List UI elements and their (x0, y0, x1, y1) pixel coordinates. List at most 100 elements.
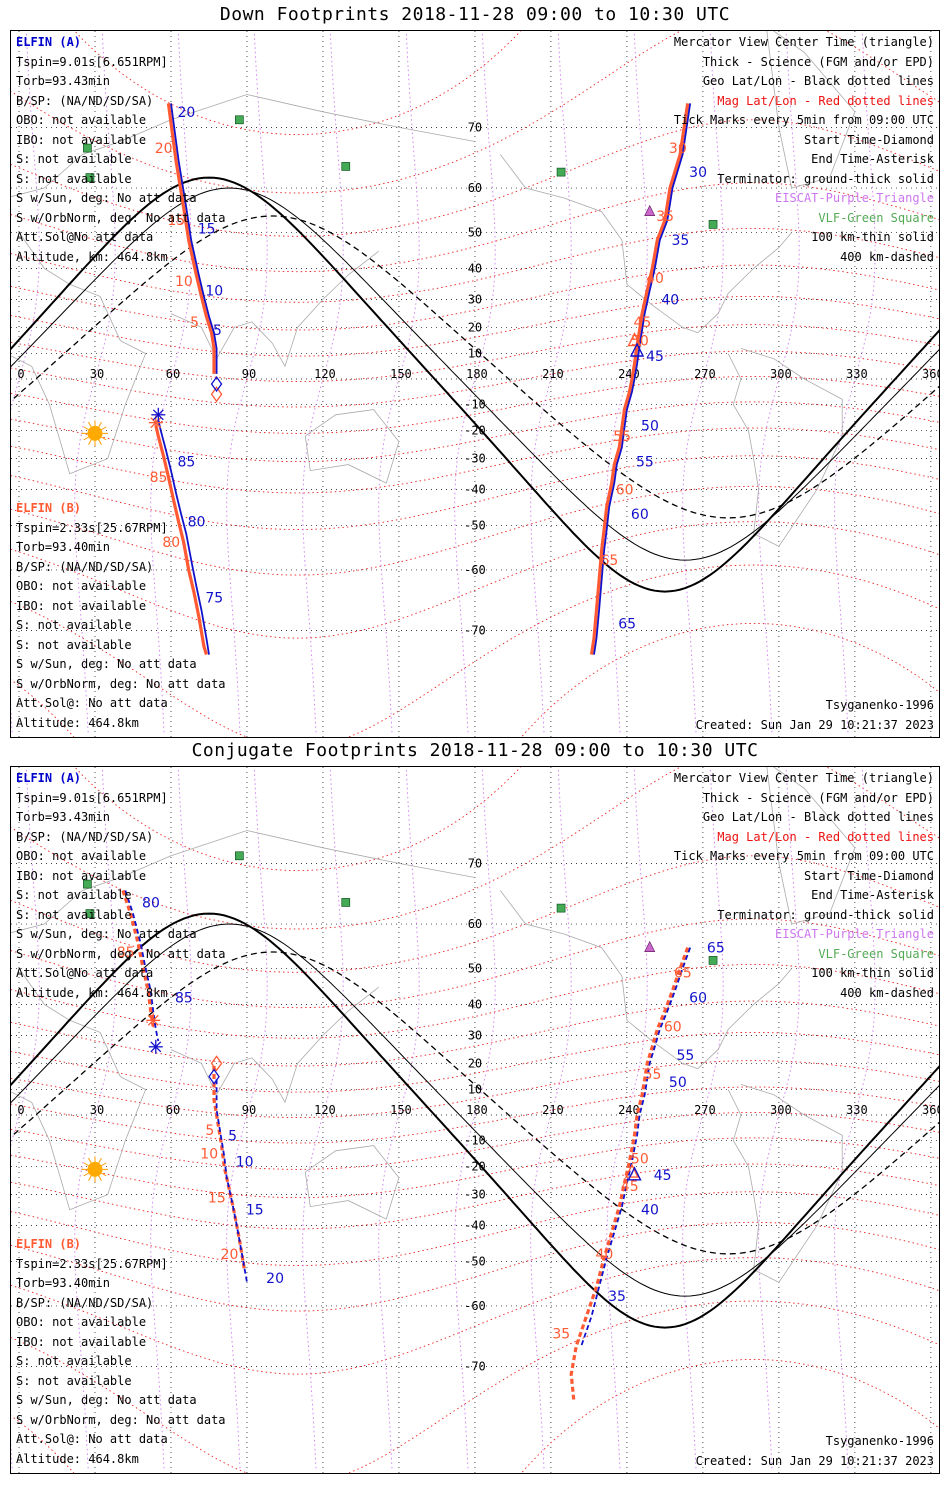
mag-meridian (74, 31, 116, 733)
sat-a-tick-label: 15 (198, 221, 216, 237)
sat-b-tick-label: 5 (205, 1123, 214, 1139)
coastline (766, 767, 856, 925)
sat-b-track-segment (569, 947, 690, 1400)
mag-meridian (74, 767, 116, 1469)
sat-a-tick-label: 40 (661, 292, 679, 308)
map-canvas-conjugate: 0 30 60 90 120 150 180 210 240 270 300 330 360 70 60 50… (11, 767, 939, 1473)
mag-parallel (11, 1257, 939, 1375)
created-label: Created: Sun Jan 29 10:21:37 2023 (695, 1453, 934, 1468)
mag-parallel (11, 31, 939, 194)
shell-100km-line (11, 187, 939, 561)
sat-a-tick-label: 50 (669, 1075, 687, 1091)
lon-tick-label: 90 (242, 367, 256, 381)
mag-parallel (11, 1300, 939, 1473)
sat-a-line: Altitude, km: 464.8km (16, 985, 168, 1000)
sat-b-tick-label: 60 (664, 1019, 682, 1035)
sat-a-track-segment (580, 947, 692, 1347)
vlf-site-marker (85, 909, 95, 918)
sat-a-tick-label: 35 (608, 1289, 626, 1305)
legend-line: End Time-Asterisk (811, 888, 934, 902)
lon-tick-label: 240 (618, 1103, 640, 1117)
sat-a-start-diamond (208, 1068, 220, 1085)
mag-parallel (11, 401, 939, 463)
sat-b-line: B/SP: (NA/ND/SD/SA) (16, 559, 154, 574)
mag-meridian (606, 31, 648, 733)
vlf-site-marker (83, 879, 92, 889)
legend-line: Tick Marks every 5min from 09:00 UTC (673, 113, 934, 127)
mag-meridian (606, 767, 648, 1469)
mag-parallel (11, 1221, 939, 1312)
map-legend: Mercator View Center Time (triangle) Thi… (674, 33, 934, 267)
sat-a-tick-label: 35 (671, 233, 689, 249)
coastline (11, 232, 147, 475)
mag-meridian (530, 767, 572, 1469)
lon-tick-label: 300 (770, 1103, 792, 1117)
mag-parallel (11, 1112, 939, 1170)
sat-a-tick-label: 85 (178, 455, 196, 471)
vlf-site-marker (341, 898, 351, 907)
mag-parallel (11, 521, 939, 639)
mag-parallel (11, 376, 939, 434)
mag-meridian (11, 767, 40, 1469)
legend-line: Start Time-Diamond (803, 868, 934, 883)
sat-b-line: OBO: not available (16, 1315, 147, 1329)
lat-tick-label: 30 (468, 1028, 482, 1042)
legend-line: 100 km-thin solid (811, 230, 934, 244)
sat-b-line: S w/OrbNorm, deg: No att data (16, 676, 226, 691)
vlf-site-marker (235, 115, 244, 125)
sat-b-center-triangle (627, 332, 642, 347)
vlf-site-marker (85, 173, 95, 182)
lon-tick-label: 180 (466, 1103, 488, 1117)
sat-a-line: S w/Sun, deg: No att data (16, 191, 197, 205)
lon-tick-label: 300 (770, 367, 792, 381)
sat-a-tick-label: 65 (707, 941, 725, 957)
sat-b-line: Tspin=2.33s[25.67RPM] (16, 1256, 168, 1271)
mag-meridian (226, 31, 268, 733)
sat-b-line: IBO: not available (16, 598, 147, 613)
mag-meridian (378, 767, 420, 1469)
lon-tick-label: 120 (314, 367, 336, 381)
legend-line: 400 km-dashed (840, 985, 934, 1000)
sat-a-tick-label: 15 (246, 1203, 264, 1219)
sat-a-line: S: not available (16, 907, 132, 922)
lat-tick-label: -60 (464, 563, 486, 577)
legend-line: Thick - Science (FGM and/or EPD) (702, 790, 934, 805)
lat-tick-label: 10 (468, 347, 482, 361)
lon-tick-label: 210 (542, 1103, 564, 1117)
lat-tick-label: 60 (468, 917, 482, 931)
shell-100km-line (11, 923, 939, 1297)
coastline (11, 968, 147, 1211)
sat-a-line: IBO: not available (16, 132, 147, 147)
sat-a-tick-label: 10 (205, 283, 223, 299)
sat-a-track-segment (215, 1079, 248, 1283)
sat-b-track-segment (121, 889, 155, 1027)
sat-b-line: S: not available (16, 1373, 132, 1388)
map-legend: Mercator View Center Time (triangle) Thi… (674, 769, 934, 1003)
lat-tick-label: 20 (468, 320, 482, 334)
lat-tick-label: -10 (464, 1133, 486, 1147)
lat-tick-label: 60 (468, 181, 482, 195)
lat-tick-label: -60 (464, 1299, 486, 1313)
coastline (499, 890, 792, 1070)
lon-tick-label: 150 (390, 367, 412, 381)
sat-a-line: S w/OrbNorm, deg: No att data (16, 946, 226, 961)
sat-b-start-diamond (210, 1055, 223, 1072)
sat-b-track-segment (154, 424, 208, 656)
lat-tick-label: 10 (468, 1083, 482, 1097)
sat-a-line: IBO: not available (16, 868, 147, 883)
sat-b-tick-label: 85 (150, 470, 168, 486)
sat-a-tick-label: 60 (689, 991, 707, 1007)
terminator-line (11, 176, 939, 593)
sat-b-line: S w/Sun, deg: No att data (16, 1393, 197, 1407)
lat-tick-label: 70 (468, 856, 482, 870)
lon-tick-label: 120 (314, 1103, 336, 1117)
lat-tick-label: -50 (464, 519, 486, 533)
sat-a-info: ELFIN (A) Tspin=9.01s[6.651RPM] Torb=93.… (16, 769, 226, 1003)
mag-parallel (11, 767, 939, 930)
lon-tick-label: 270 (694, 367, 716, 381)
sat-b-tick-label: 45 (633, 315, 651, 331)
legend-line: Mercator View Center Time (triangle) (673, 35, 934, 49)
mag-meridian (378, 31, 420, 733)
mag-parallel (11, 1086, 939, 1144)
sun-icon (87, 425, 103, 441)
